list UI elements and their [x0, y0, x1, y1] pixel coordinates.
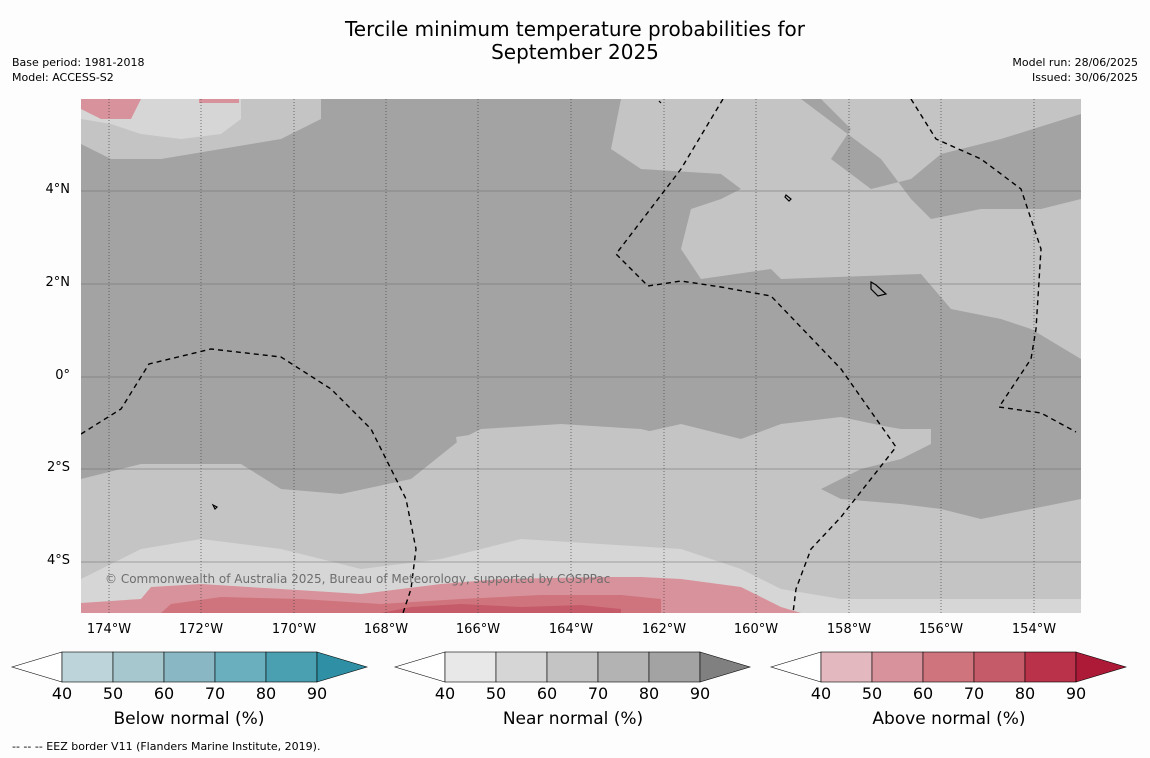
colorbar-above-low-arrow: [769, 651, 822, 683]
colorbar-near-low-arrow: [393, 651, 446, 683]
colorbar-above-bin: [871, 651, 924, 683]
colorbars: [10, 651, 1128, 683]
copyright-notice: © Commonwealth of Australia 2025, Bureau…: [105, 572, 611, 586]
run-info: Model run: 28/06/2025 Issued: 30/06/2025: [1012, 55, 1138, 85]
contour-above-50-north: [81, 99, 239, 119]
title-line-1: Tercile minimum temperature probabilitie…: [344, 17, 806, 41]
lon-label: 170°W: [271, 622, 317, 637]
colorbar-below-bin: [163, 651, 216, 683]
colorbar-below-bin: [265, 651, 318, 683]
cbar-near-label: Near normal (%): [502, 709, 644, 729]
lon-label: 172°W: [178, 622, 224, 637]
lat-label: 4°N: [45, 182, 71, 197]
colorbar-above-bin: [973, 651, 1026, 683]
lon-label: 160°W: [733, 622, 779, 637]
probability-map: [81, 99, 1081, 613]
contour-near-70-top: [601, 99, 1081, 359]
cbar-below-tick: 60: [153, 684, 175, 703]
cbar-above-tick: 80: [1014, 684, 1036, 703]
lon-label: 156°W: [918, 622, 964, 637]
cbar-below-tick: 80: [255, 684, 277, 703]
colorbar-near: [393, 651, 752, 683]
cbar-above-tick: 90: [1065, 684, 1087, 703]
colorbar-below-bin: [61, 651, 114, 683]
map-title: Tercile minimum temperature probabilitie…: [0, 18, 1150, 64]
colorbar-near-bin: [546, 651, 599, 683]
contour-near-70-eq: [456, 419, 931, 469]
colorbar-below-bin: [214, 651, 267, 683]
lat-gridlines: [81, 190, 1081, 563]
islands: [211, 100, 888, 511]
colorbar-near-bin: [444, 651, 497, 683]
cbar-above-label: Above normal (%): [872, 709, 1026, 729]
lon-label: 158°W: [826, 622, 872, 637]
cbar-above-tick: 50: [861, 684, 883, 703]
colorbar-above-bin: [922, 651, 975, 683]
model-name: Model: ACCESS-S2: [12, 71, 114, 84]
lon-label: 174°W: [86, 622, 132, 637]
lon-label: 162°W: [641, 622, 687, 637]
colorbar-near-bin: [648, 651, 701, 683]
colorbar-above-bin: [1024, 651, 1077, 683]
lat-label: 0°: [55, 368, 70, 383]
lat-label: 2°N: [45, 275, 71, 290]
cbar-below-tick: 90: [306, 684, 328, 703]
model-info: Base period: 1981-2018 Model: ACCESS-S2: [12, 55, 144, 85]
base-period: Base period: 1981-2018: [12, 56, 145, 69]
colorbar-below-high-arrow: [316, 651, 369, 683]
model-run-date: Model run: 28/06/2025: [1012, 56, 1138, 69]
cbar-below-tick: 70: [204, 684, 226, 703]
colorbar-below-low-arrow: [10, 651, 63, 683]
eez-borders: [81, 99, 1077, 613]
lon-label: 154°W: [1011, 622, 1057, 637]
contour-above-70-south: [381, 604, 621, 613]
cbar-near-tick: 60: [536, 684, 558, 703]
issued-date: Issued: 30/06/2025: [1031, 71, 1138, 84]
lat-label: 2°S: [46, 460, 70, 475]
colorbar-below: [10, 651, 369, 683]
lon-label: 164°W: [548, 622, 594, 637]
colorbar-near-high-arrow: [699, 651, 752, 683]
cbar-below-tick: 50: [102, 684, 124, 703]
eez-footnote: -- -- -- EEZ border V11 (Flanders Marine…: [12, 740, 321, 753]
lon-label: 166°W: [455, 622, 501, 637]
colorbar-near-bin: [495, 651, 548, 683]
lon-label: 168°W: [363, 622, 409, 637]
cbar-below-label: Below normal (%): [113, 709, 265, 729]
colorbar-near-bin: [597, 651, 650, 683]
title-line-2: September 2025: [491, 40, 659, 64]
cbar-below-tick: 40: [51, 684, 73, 703]
cbar-near-tick: 70: [587, 684, 609, 703]
colorbar-below-bin: [112, 651, 165, 683]
colorbar-above-high-arrow: [1075, 651, 1128, 683]
cbar-above-tick: 60: [912, 684, 934, 703]
lat-label: 4°S: [46, 553, 70, 568]
cbar-near-tick: 80: [638, 684, 660, 703]
colorbar-above: [769, 651, 1128, 683]
colorbar-above-bin: [820, 651, 873, 683]
cbar-near-tick: 50: [485, 684, 507, 703]
cbar-near-tick: 90: [689, 684, 711, 703]
cbar-above-tick: 70: [963, 684, 985, 703]
cbar-above-tick: 40: [810, 684, 832, 703]
cbar-near-tick: 40: [434, 684, 456, 703]
